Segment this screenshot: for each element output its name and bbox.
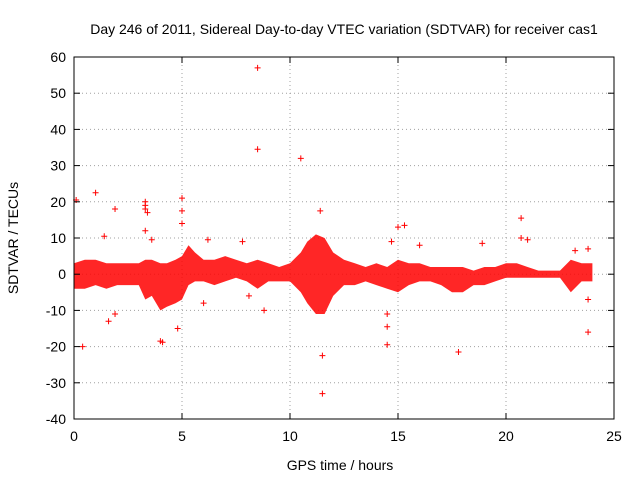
data-point bbox=[92, 189, 99, 196]
data-point bbox=[416, 242, 423, 249]
data-point bbox=[384, 341, 391, 348]
x-tick-label: 5 bbox=[178, 428, 186, 444]
data-point bbox=[518, 215, 525, 222]
data-point bbox=[319, 390, 326, 397]
y-tick-label: 30 bbox=[50, 158, 66, 174]
y-tick-label: -40 bbox=[46, 411, 66, 427]
data-point bbox=[455, 349, 462, 356]
data-point bbox=[297, 155, 304, 162]
data-point bbox=[585, 296, 592, 303]
data-point bbox=[317, 207, 324, 214]
y-tick-label: 10 bbox=[50, 230, 66, 246]
x-tick-label: 0 bbox=[70, 428, 78, 444]
data-point bbox=[174, 325, 181, 332]
data-point bbox=[585, 245, 592, 252]
data-point bbox=[79, 343, 86, 350]
x-tick-label: 10 bbox=[282, 428, 298, 444]
data-point bbox=[395, 224, 401, 231]
data-point bbox=[148, 236, 155, 243]
data-point bbox=[105, 318, 112, 325]
x-tick-label: 25 bbox=[606, 428, 622, 444]
data-point bbox=[384, 311, 391, 318]
data-point bbox=[239, 238, 246, 245]
data-point bbox=[401, 222, 408, 229]
data-point bbox=[518, 235, 525, 241]
data-point bbox=[572, 247, 579, 254]
data-point bbox=[245, 292, 252, 299]
data-point bbox=[479, 240, 486, 247]
data-point bbox=[204, 236, 211, 243]
dense-data-envelope bbox=[74, 234, 593, 314]
data-point bbox=[254, 64, 261, 71]
x-axis-label: GPS time / hours bbox=[287, 457, 394, 473]
data-point bbox=[384, 323, 391, 330]
outlier-points bbox=[73, 64, 592, 397]
y-axis-label: SDTVAR / TECUs bbox=[5, 182, 21, 294]
dense-data-band bbox=[74, 234, 593, 314]
data-point bbox=[179, 207, 185, 214]
x-tick-label: 15 bbox=[390, 428, 406, 444]
chart-title: Day 246 of 2011, Sidereal Day-to-day VTE… bbox=[90, 21, 598, 37]
data-point bbox=[112, 206, 119, 213]
data-point bbox=[179, 220, 185, 227]
data-point bbox=[112, 311, 119, 318]
data-point bbox=[254, 146, 261, 153]
data-point bbox=[159, 339, 166, 346]
data-point bbox=[200, 300, 207, 307]
data-point bbox=[144, 209, 151, 216]
x-tick-label: 20 bbox=[498, 428, 514, 444]
data-point bbox=[319, 352, 326, 359]
axis-ticks: 0 5 10 15 20 25 -40 -30 -20 -10 0 10 20 30 40 50 60 bbox=[46, 49, 622, 444]
y-tick-label: 40 bbox=[50, 121, 66, 137]
data-point bbox=[142, 206, 149, 213]
data-point bbox=[142, 227, 149, 234]
grid-lines bbox=[74, 57, 614, 419]
data-point bbox=[179, 195, 185, 202]
y-tick-label: -10 bbox=[46, 302, 66, 318]
data-point bbox=[524, 236, 531, 243]
data-point bbox=[261, 307, 268, 314]
y-tick-label: 60 bbox=[50, 49, 66, 65]
y-tick-label: -30 bbox=[46, 375, 66, 391]
y-tick-label: 0 bbox=[58, 266, 66, 282]
y-tick-label: 50 bbox=[50, 85, 66, 101]
data-point bbox=[101, 233, 108, 240]
data-point bbox=[388, 238, 395, 245]
data-point bbox=[585, 329, 592, 336]
y-tick-label: 20 bbox=[50, 194, 66, 210]
y-tick-label: -20 bbox=[46, 339, 66, 355]
